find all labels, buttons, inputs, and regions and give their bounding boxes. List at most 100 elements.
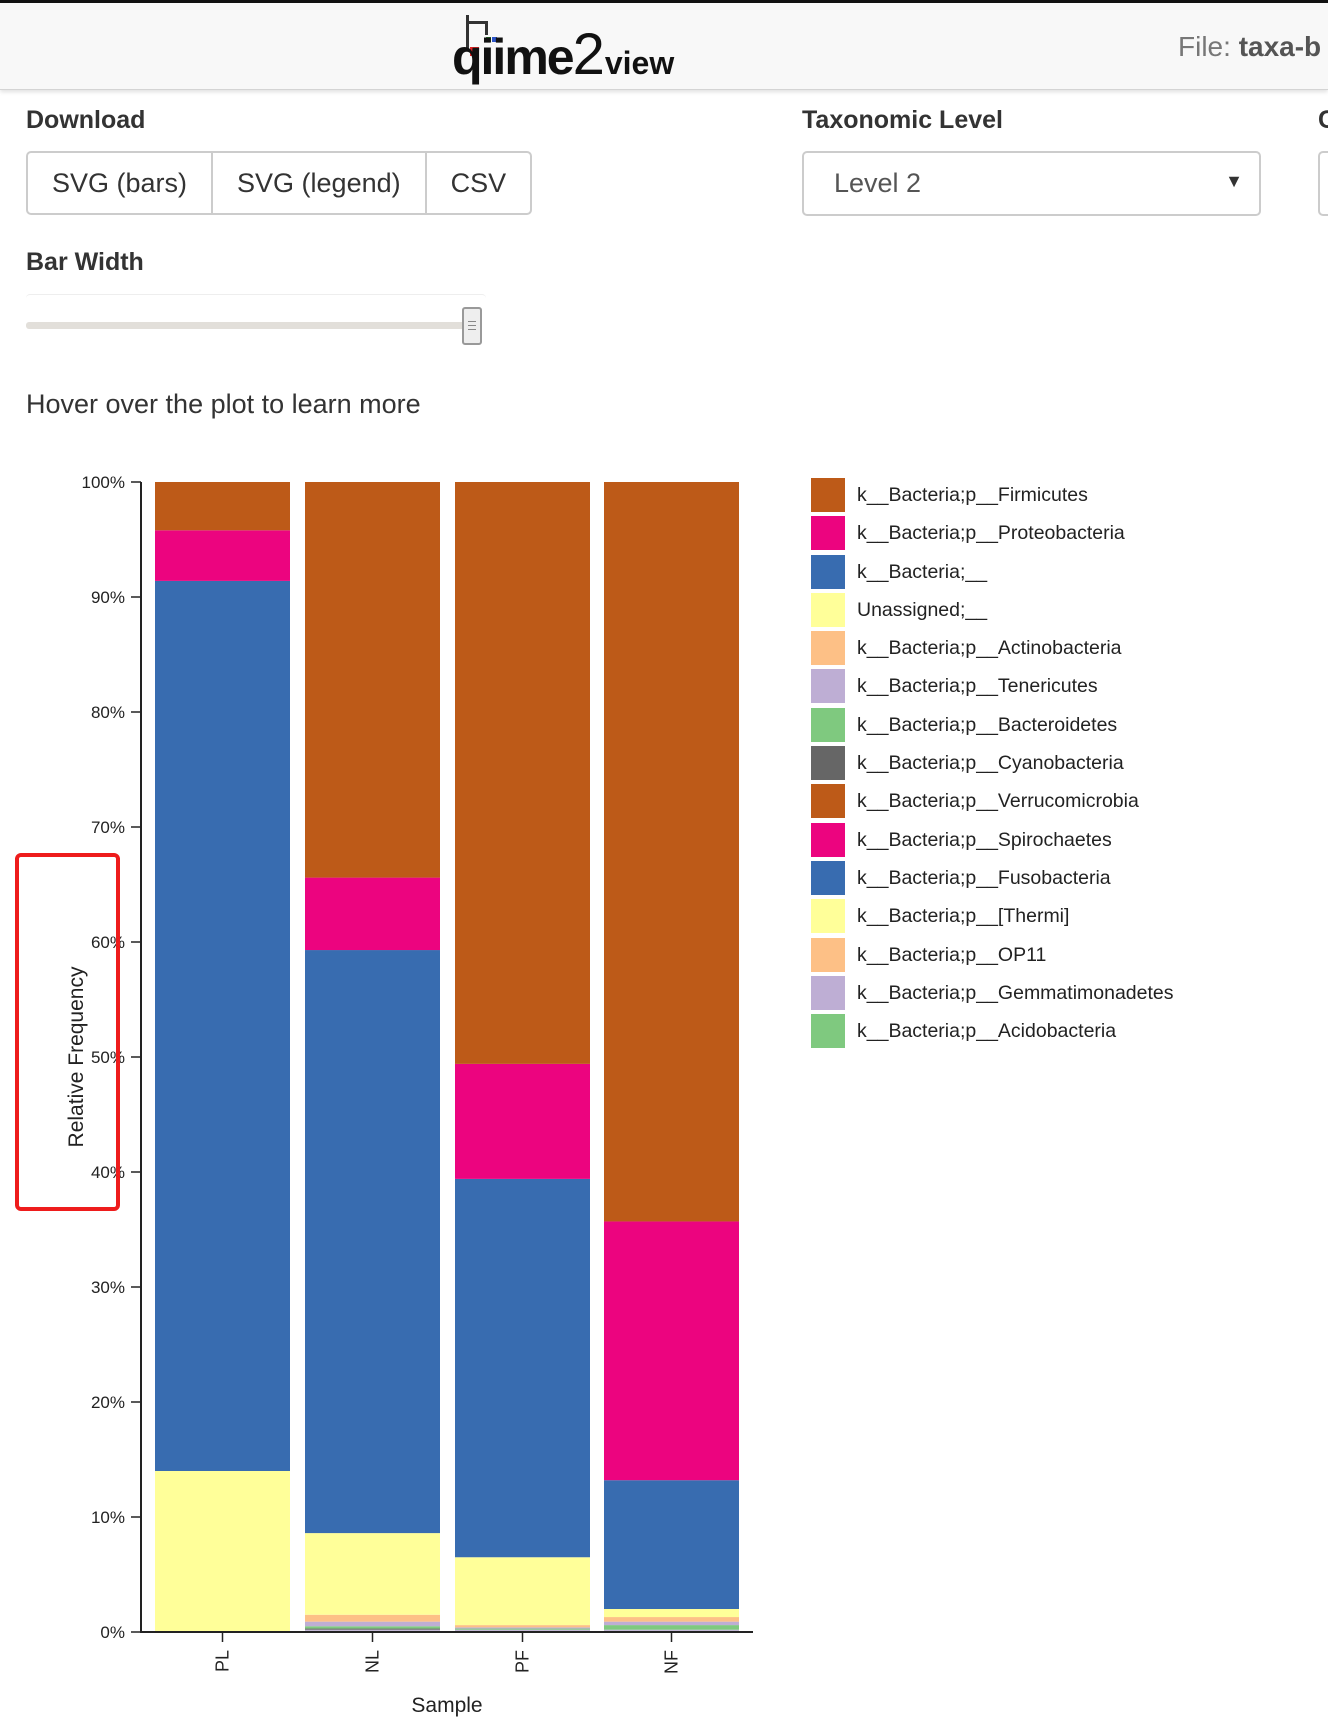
bar-segment[interactable] [604, 1621, 739, 1626]
bar-segment[interactable] [604, 1629, 739, 1631]
logo-view-text: view [604, 45, 675, 81]
bar-segment[interactable] [305, 1621, 440, 1627]
legend-label: k__Bacteria;p__Acidobacteria [857, 1020, 1117, 1043]
legend-label: k__Bacteria;p__Bacteroidetes [857, 713, 1118, 736]
bar-segment[interactable] [305, 950, 440, 1534]
bar-segment[interactable] [455, 482, 590, 1064]
bar-segment[interactable] [455, 1629, 590, 1631]
taxa-bar-chart[interactable]: 0% 10% 20% 30% 40% 50% 60% 70% 80% 90% 100% PL NL PF N… [0, 0, 800, 1720]
legend-label: k__Bacteria;p__Spirochaetes [857, 828, 1112, 851]
legend-swatch [811, 592, 845, 627]
y-tick-label: 80% [91, 703, 125, 722]
next-control-title: C [1318, 106, 1328, 134]
taxonomic-level-selected: Level 2 [834, 168, 922, 198]
top-navbar: qiime2view File: taxa-b [0, 0, 1328, 90]
download-csv-button[interactable]: CSV [450, 168, 507, 198]
logo-qiime-text: qiime [452, 29, 575, 85]
x-tick-label: PL [213, 1650, 233, 1672]
y-tick-label: 60% [91, 933, 125, 952]
download-button-group: SVG (bars) SVG (legend) CSV [26, 151, 533, 215]
x-axis-title: Sample [411, 1694, 482, 1717]
bar-segment[interactable] [155, 482, 290, 531]
x-tick-label: PF [513, 1650, 533, 1673]
bar-segment[interactable] [604, 482, 739, 1222]
legend-label: k__Bacteria;p__Fusobacteria [857, 866, 1111, 889]
legend-label: k__Bacteria;p__OP11 [857, 943, 1047, 966]
download-svg-legend-button[interactable]: SVG (legend) [213, 153, 427, 213]
legend-swatch [811, 1014, 845, 1049]
legend-label: k__Bacteria;p__Gemmatimonadetes [857, 981, 1174, 1004]
legend-swatch [811, 822, 845, 857]
legend-swatch [811, 860, 845, 895]
legend-swatch [811, 937, 845, 972]
bar-segment[interactable] [604, 1480, 739, 1609]
chevron-down-icon: ▼ [1225, 171, 1243, 191]
legend-swatch [811, 707, 845, 742]
bar-width-slider[interactable] [26, 294, 486, 351]
taxonomic-level-select[interactable]: Level 2 ▼ [802, 151, 1261, 216]
file-label-prefix: File: [1178, 31, 1239, 62]
hover-hint-text: Hover over the plot to learn more [26, 389, 421, 419]
bar-segment[interactable] [305, 482, 440, 878]
legend-swatch [811, 631, 845, 666]
bar-segment[interactable] [604, 1609, 739, 1618]
bar-segment[interactable] [604, 1221, 739, 1481]
legend-swatch [811, 554, 845, 589]
bar-segment[interactable] [155, 1471, 290, 1632]
bar-segment[interactable] [305, 1614, 440, 1622]
bar-segment[interactable] [604, 1625, 739, 1630]
qiime-tree-icon [466, 15, 497, 56]
legend-swatch [811, 899, 845, 934]
bar-segment[interactable] [305, 1628, 440, 1630]
x-tick-label: NF [662, 1650, 682, 1674]
bar-segment[interactable] [305, 1629, 440, 1631]
download-title: Download [26, 106, 146, 134]
legend-label: k__Bacteria;__ [857, 560, 988, 583]
bar-segment[interactable] [155, 530, 290, 581]
x-tick-label: NL [363, 1650, 383, 1673]
next-control-select[interactable] [1318, 151, 1328, 216]
bar-segment[interactable] [604, 1617, 739, 1622]
y-tick-label: 100% [82, 473, 125, 492]
taxonomic-level-title: Taxonomic Level [802, 106, 1003, 134]
bar-width-slider-handle[interactable] [462, 307, 482, 345]
y-tick-label: 0% [100, 1623, 125, 1642]
bar-segment[interactable] [455, 1628, 590, 1630]
bar-segment[interactable] [305, 877, 440, 951]
y-tick-label: 40% [91, 1163, 125, 1182]
bar-segment[interactable] [455, 1625, 590, 1628]
y-tick-label: 90% [91, 588, 125, 607]
y-tick-label: 70% [91, 818, 125, 837]
legend-swatch [811, 516, 845, 551]
bar-width-title: Bar Width [26, 248, 144, 276]
legend-swatch [811, 669, 845, 704]
y-axis-title: Relative Frequency [65, 966, 88, 1147]
legend-label: k__Bacteria;p__Tenericutes [857, 675, 1098, 698]
logo-two-text: 2 [572, 22, 605, 87]
y-tick-label: 20% [91, 1393, 125, 1412]
legend-label: k__Bacteria;p__Verrucomicrobia [857, 790, 1139, 813]
bar-width-slider-track[interactable] [26, 322, 481, 329]
legend-label: k__Bacteria;p__Proteobacteria [857, 522, 1125, 545]
logo-wordmark: qiime2view [452, 21, 674, 88]
bar-segment[interactable] [455, 1063, 590, 1179]
bar-segment[interactable] [455, 1627, 590, 1629]
qiime2-view-logo[interactable]: qiime2view [452, 7, 702, 89]
bar-segment[interactable] [455, 1178, 590, 1558]
legend-label: Unassigned;__ [857, 598, 988, 621]
legend-swatch [811, 746, 845, 781]
bar-segment[interactable] [305, 1626, 440, 1629]
file-label: File: taxa-b [1178, 31, 1321, 63]
y-tick-label: 10% [91, 1508, 125, 1527]
bar-segment[interactable] [305, 1533, 440, 1615]
legend-swatch [811, 478, 845, 512]
legend-label: k__Bacteria;p__[Thermi] [857, 905, 1070, 928]
download-svg-bars-button[interactable]: SVG (bars) [28, 153, 214, 213]
legend-label: k__Bacteria;p__Firmicutes [857, 484, 1088, 506]
legend-swatch [811, 784, 845, 819]
y-tick-label: 50% [91, 1048, 125, 1067]
bar-segment[interactable] [455, 1557, 590, 1626]
bar-segment[interactable] [155, 580, 290, 1471]
legend-label: k__Bacteria;p__Cyanobacteria [857, 752, 1124, 775]
